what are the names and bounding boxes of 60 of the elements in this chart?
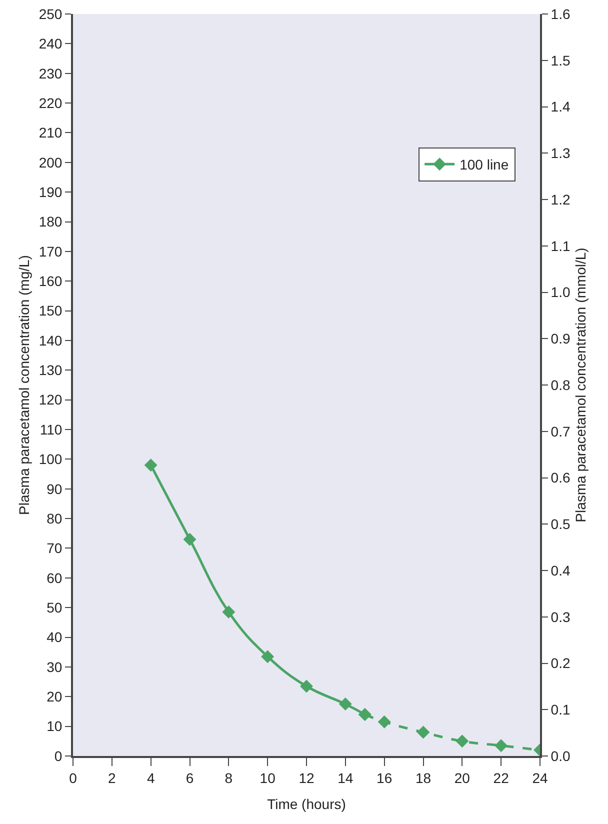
- y-tick-label: 80: [46, 510, 62, 526]
- y-tick-label: 10: [46, 718, 62, 734]
- y2-axis-title: Plasma paracetamol concentration (mmol/L): [572, 248, 588, 522]
- y-tick-label: 230: [38, 65, 62, 82]
- x-tick-label: 2: [108, 770, 116, 786]
- y-tick-label: 180: [38, 214, 62, 230]
- x-tick-label: 10: [260, 770, 276, 786]
- y-tick-label: 140: [38, 332, 62, 348]
- y-tick-label: 200: [38, 154, 62, 170]
- x-tick-label: 24: [532, 770, 548, 786]
- y-tick-label: 60: [46, 570, 62, 586]
- y-axis-title: Plasma paracetamol concentration (mg/L): [16, 255, 32, 515]
- y-tick-label: 30: [46, 658, 62, 675]
- y-tick-label: 170: [38, 243, 62, 260]
- y2-tick-label: 1.1: [550, 238, 570, 254]
- y2-tick-label: 1.2: [550, 191, 570, 208]
- y-tick-label: 50: [46, 600, 62, 616]
- x-tick-label: 22: [493, 770, 510, 786]
- y-tick-label: 130: [38, 362, 62, 378]
- y2-tick-label: 0.9: [550, 330, 570, 347]
- y2-tick-label: 1.4: [550, 98, 570, 115]
- y-tick-label: 120: [38, 392, 62, 408]
- y-tick-label: 240: [38, 36, 62, 52]
- y-tick-label: 220: [38, 94, 62, 111]
- y-tick-label: 150: [38, 302, 62, 319]
- x-tick-label: 12: [298, 770, 314, 786]
- y2-tick-label: 1.6: [550, 6, 570, 22]
- y-tick-label: 110: [40, 421, 62, 438]
- y2-tick-label: 0.2: [550, 655, 570, 672]
- y-tick-label: 0: [54, 748, 62, 764]
- x-tick-label: 6: [186, 770, 194, 786]
- y2-tick-label: 0.5: [550, 516, 570, 532]
- y2-tick-label: 1.5: [550, 52, 570, 68]
- y-tick-label: 90: [46, 480, 62, 497]
- y2-tick-label: 0.1: [550, 702, 570, 718]
- legend-label: 100 line: [460, 156, 509, 173]
- x-tick-label: 8: [224, 770, 233, 786]
- y2-tick-label: 1.3: [550, 145, 570, 162]
- x-tick-label: 0: [69, 770, 78, 786]
- x-axis-title: Time (hours): [267, 796, 346, 812]
- y-tick-label: 190: [38, 184, 62, 200]
- x-tick-label: 20: [454, 770, 470, 786]
- y2-tick-label: 0.0: [550, 748, 570, 764]
- y2-tick-label: 0.7: [550, 423, 570, 440]
- x-tick-label: 18: [415, 770, 432, 786]
- y2-tick-label: 0.8: [550, 376, 570, 393]
- y-tick-label: 70: [46, 540, 62, 556]
- y2-tick-label: 0.4: [550, 562, 570, 578]
- y-tick-label: 100: [38, 451, 62, 468]
- y-tick-label: 40: [46, 629, 62, 646]
- x-tick-label: 14: [338, 770, 354, 786]
- y2-tick-label: 0.3: [550, 608, 570, 625]
- y2-tick-label: 0.6: [550, 470, 570, 486]
- y-tick-label: 250: [38, 6, 62, 22]
- x-tick-label: 16: [376, 770, 392, 786]
- y2-tick-label: 1.0: [550, 284, 570, 300]
- y-tick-label: 160: [38, 273, 62, 290]
- y-tick-label: 210: [38, 124, 62, 141]
- y-tick-label: 20: [46, 688, 62, 705]
- x-tick-label: 4: [146, 770, 155, 786]
